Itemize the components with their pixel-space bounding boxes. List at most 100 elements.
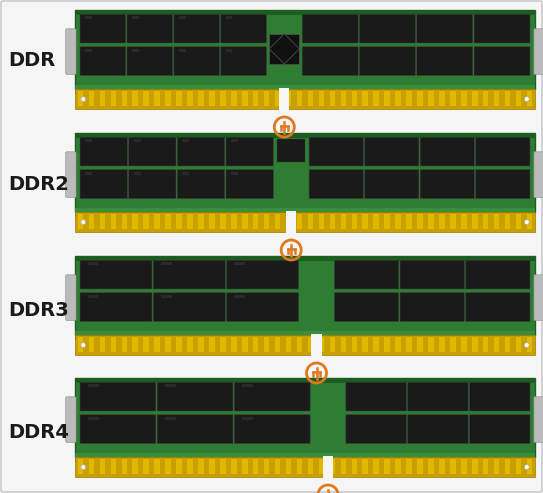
Bar (384, 337, 390, 352)
Bar (472, 337, 477, 352)
Bar (132, 16, 138, 19)
Bar (75, 10, 535, 15)
Bar (527, 337, 532, 352)
Bar (330, 459, 335, 474)
Bar (494, 91, 500, 106)
Bar (111, 214, 116, 229)
Bar (231, 139, 238, 142)
Bar (87, 295, 98, 298)
Bar (395, 214, 401, 229)
Bar (231, 337, 237, 352)
Bar (88, 417, 99, 420)
Bar (483, 91, 489, 106)
FancyBboxPatch shape (66, 152, 76, 197)
Bar (374, 337, 379, 352)
Bar (286, 459, 292, 474)
Circle shape (81, 465, 86, 469)
Bar (165, 459, 171, 474)
Bar (494, 214, 500, 229)
Bar (242, 459, 248, 474)
Bar (122, 214, 127, 229)
FancyBboxPatch shape (359, 14, 415, 43)
Bar (406, 337, 412, 352)
FancyBboxPatch shape (226, 170, 273, 199)
Bar (111, 91, 116, 106)
FancyBboxPatch shape (420, 137, 475, 166)
Bar (132, 91, 138, 106)
Bar (330, 214, 335, 229)
Bar (85, 16, 92, 19)
Bar (78, 337, 83, 352)
Bar (516, 214, 521, 229)
Bar (85, 49, 92, 52)
FancyBboxPatch shape (309, 170, 363, 199)
Bar (319, 214, 324, 229)
Bar (269, 34, 299, 64)
Bar (428, 91, 434, 106)
Bar (75, 89, 535, 109)
Bar (450, 91, 456, 106)
Bar (234, 295, 245, 298)
Bar (242, 417, 254, 420)
Bar (374, 91, 379, 106)
FancyBboxPatch shape (80, 14, 125, 43)
Bar (450, 337, 456, 352)
FancyBboxPatch shape (416, 47, 473, 75)
Bar (122, 459, 127, 474)
Bar (220, 337, 226, 352)
FancyBboxPatch shape (534, 29, 543, 74)
Bar (253, 459, 258, 474)
Bar (85, 139, 92, 142)
Bar (253, 91, 258, 106)
Bar (494, 459, 500, 474)
Bar (312, 334, 321, 356)
Bar (209, 337, 214, 352)
FancyBboxPatch shape (221, 14, 267, 43)
Bar (406, 91, 412, 106)
FancyBboxPatch shape (178, 170, 225, 199)
FancyBboxPatch shape (174, 47, 219, 75)
Bar (505, 214, 510, 229)
Circle shape (525, 220, 529, 224)
Bar (75, 10, 535, 89)
Bar (75, 335, 535, 355)
Bar (231, 459, 237, 474)
Bar (279, 88, 289, 110)
Bar (277, 140, 305, 162)
Bar (198, 337, 204, 352)
Bar (340, 337, 346, 352)
Bar (143, 459, 149, 474)
Bar (363, 459, 368, 474)
Bar (428, 337, 434, 352)
FancyBboxPatch shape (153, 260, 225, 289)
Bar (154, 91, 160, 106)
Bar (374, 459, 379, 474)
FancyBboxPatch shape (359, 47, 415, 75)
FancyBboxPatch shape (302, 47, 358, 75)
Bar (75, 256, 535, 335)
FancyBboxPatch shape (129, 170, 176, 199)
Bar (264, 91, 269, 106)
FancyBboxPatch shape (476, 170, 530, 199)
FancyBboxPatch shape (309, 137, 363, 166)
Bar (176, 459, 182, 474)
Bar (165, 337, 171, 352)
Bar (363, 337, 368, 352)
Circle shape (81, 97, 86, 102)
Bar (99, 337, 105, 352)
Bar (143, 91, 149, 106)
Bar (351, 214, 357, 229)
Bar (319, 91, 324, 106)
Bar (231, 91, 237, 106)
Bar (275, 459, 280, 474)
Bar (340, 459, 346, 474)
Bar (330, 337, 335, 352)
Bar (527, 91, 532, 106)
FancyBboxPatch shape (476, 137, 530, 166)
Text: DDR4: DDR4 (8, 423, 69, 442)
Bar (165, 91, 171, 106)
Text: DDR2: DDR2 (8, 176, 69, 195)
FancyBboxPatch shape (408, 415, 468, 443)
Bar (286, 211, 296, 233)
Bar (176, 91, 182, 106)
